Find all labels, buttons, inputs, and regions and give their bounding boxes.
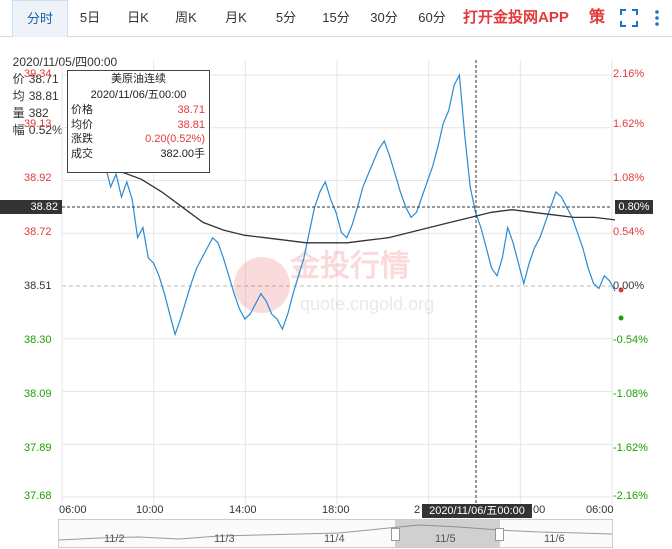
tooltip-row-avg: 均价 38.81: [71, 118, 205, 131]
y-right-label: -0.54%: [613, 334, 648, 346]
tab-daily-k[interactable]: 日K: [127, 10, 149, 25]
y-left-label: 38.51: [24, 280, 52, 292]
info-amp-label: 幅: [12, 123, 25, 137]
tab-30min[interactable]: 30分: [370, 10, 398, 25]
navigator-label: 11/2: [104, 533, 125, 545]
y-right-label: -1.08%: [613, 388, 648, 400]
y-right-label: -1.62%: [613, 442, 648, 454]
info-amp: 0.52%: [28, 123, 63, 137]
strategy-button[interactable]: 策: [589, 9, 606, 26]
watermark-brand: 金投行情: [289, 249, 410, 283]
watermark-url: quote.cngold.org: [300, 294, 434, 314]
x-label: 18:00: [322, 504, 350, 516]
x-label: 06:00: [59, 504, 87, 516]
navigator-right-handle[interactable]: [495, 528, 504, 541]
chart-grid: [61, 60, 613, 504]
tooltip-title: 美原油连续: [111, 73, 166, 85]
info-vol-label: 量: [12, 106, 25, 120]
fullscreen-icon[interactable]: [620, 9, 638, 27]
current-pct-box: 0.80%: [615, 200, 653, 214]
x-label: 00: [533, 504, 546, 516]
crosshair-time-box: 2020/11/06/五00:00: [422, 504, 532, 518]
y-right-label: -2.16%: [613, 490, 648, 502]
info-vol: 382: [28, 106, 49, 120]
tooltip-row-price: 价格 38.71: [71, 104, 205, 116]
y-right-label: 0.54%: [613, 226, 645, 238]
y-left-label: 37.89: [24, 442, 52, 454]
y-right-label: 1.62%: [613, 118, 645, 130]
info-datetime: 2020/11/05/四00:00: [12, 55, 118, 69]
navigator-sparkline: [59, 524, 612, 541]
navigator-label: 11/4: [324, 533, 345, 545]
y-left-label: 39.34: [24, 68, 52, 80]
y-left-label: 38.09: [24, 388, 52, 400]
tab-intraday[interactable]: 分时: [12, 0, 68, 37]
y-right-label: 0.00%: [613, 280, 645, 292]
x-label: 06:00: [586, 504, 614, 516]
navigator-label: 11/6: [544, 533, 565, 545]
info-price: 38.71: [28, 72, 59, 86]
info-avg-label: 均: [12, 89, 25, 103]
price-marker-down: [618, 315, 624, 321]
period-tab-bar: 分时 5日 日K 周K 月K 5分 15分 30分 60分 打开金投网APP 策: [0, 0, 672, 37]
avg-price-series-line: [99, 160, 616, 244]
tab-5min[interactable]: 5分: [275, 10, 297, 25]
tooltip-row-change: 涨跌 0.20(0.52%): [71, 133, 205, 145]
watermark: 金投行情 quote.cngold.org: [234, 249, 434, 314]
info-price-label: 价: [12, 72, 25, 86]
tooltip-row-volume: 成交 382.00手: [71, 147, 205, 160]
tab-60min[interactable]: 60分: [418, 10, 446, 25]
current-price-box: 38.82: [0, 200, 62, 214]
navigator-label: 11/3: [214, 533, 235, 545]
x-label: 10:00: [136, 504, 164, 516]
data-tooltip: 美原油连续 2020/11/06/五00:00 价格 38.71 均价 38.81 …: [67, 70, 210, 173]
time-navigator[interactable]: 11/2 11/3 11/4 11/5 11/6: [58, 519, 613, 548]
more-icon[interactable]: [648, 9, 666, 27]
y-left-label: 39.13: [24, 118, 52, 130]
y-right-label: 2.16%: [613, 68, 645, 80]
info-avg: 38.81: [28, 89, 59, 103]
navigator-label: 11/5: [435, 533, 456, 545]
y-left-label: 37.68: [24, 490, 52, 502]
tab-5day[interactable]: 5日: [79, 10, 101, 25]
tab-15min[interactable]: 15分: [322, 10, 350, 25]
open-app-link[interactable]: 打开金投网APP: [463, 9, 569, 26]
y-left-label: 38.92: [24, 172, 52, 184]
tab-weekly-k[interactable]: 周K: [175, 10, 197, 25]
y-left-label: 38.72: [24, 226, 52, 238]
tab-monthly-k[interactable]: 月K: [225, 10, 247, 25]
tooltip-datetime: 2020/11/06/五00:00: [90, 89, 187, 101]
x-label: 2: [414, 504, 421, 516]
navigator-window[interactable]: [391, 520, 504, 547]
price-marker-up: [618, 287, 624, 293]
y-right-label: 1.08%: [613, 172, 645, 184]
navigator-left-handle[interactable]: [391, 528, 400, 541]
y-left-label: 38.30: [24, 334, 52, 346]
quote-info-bar: 2020/11/05/四00:00 价 38.71 均 38.81 量 382 幅 0.…: [6, 39, 121, 138]
x-label: 14:00: [229, 504, 257, 516]
